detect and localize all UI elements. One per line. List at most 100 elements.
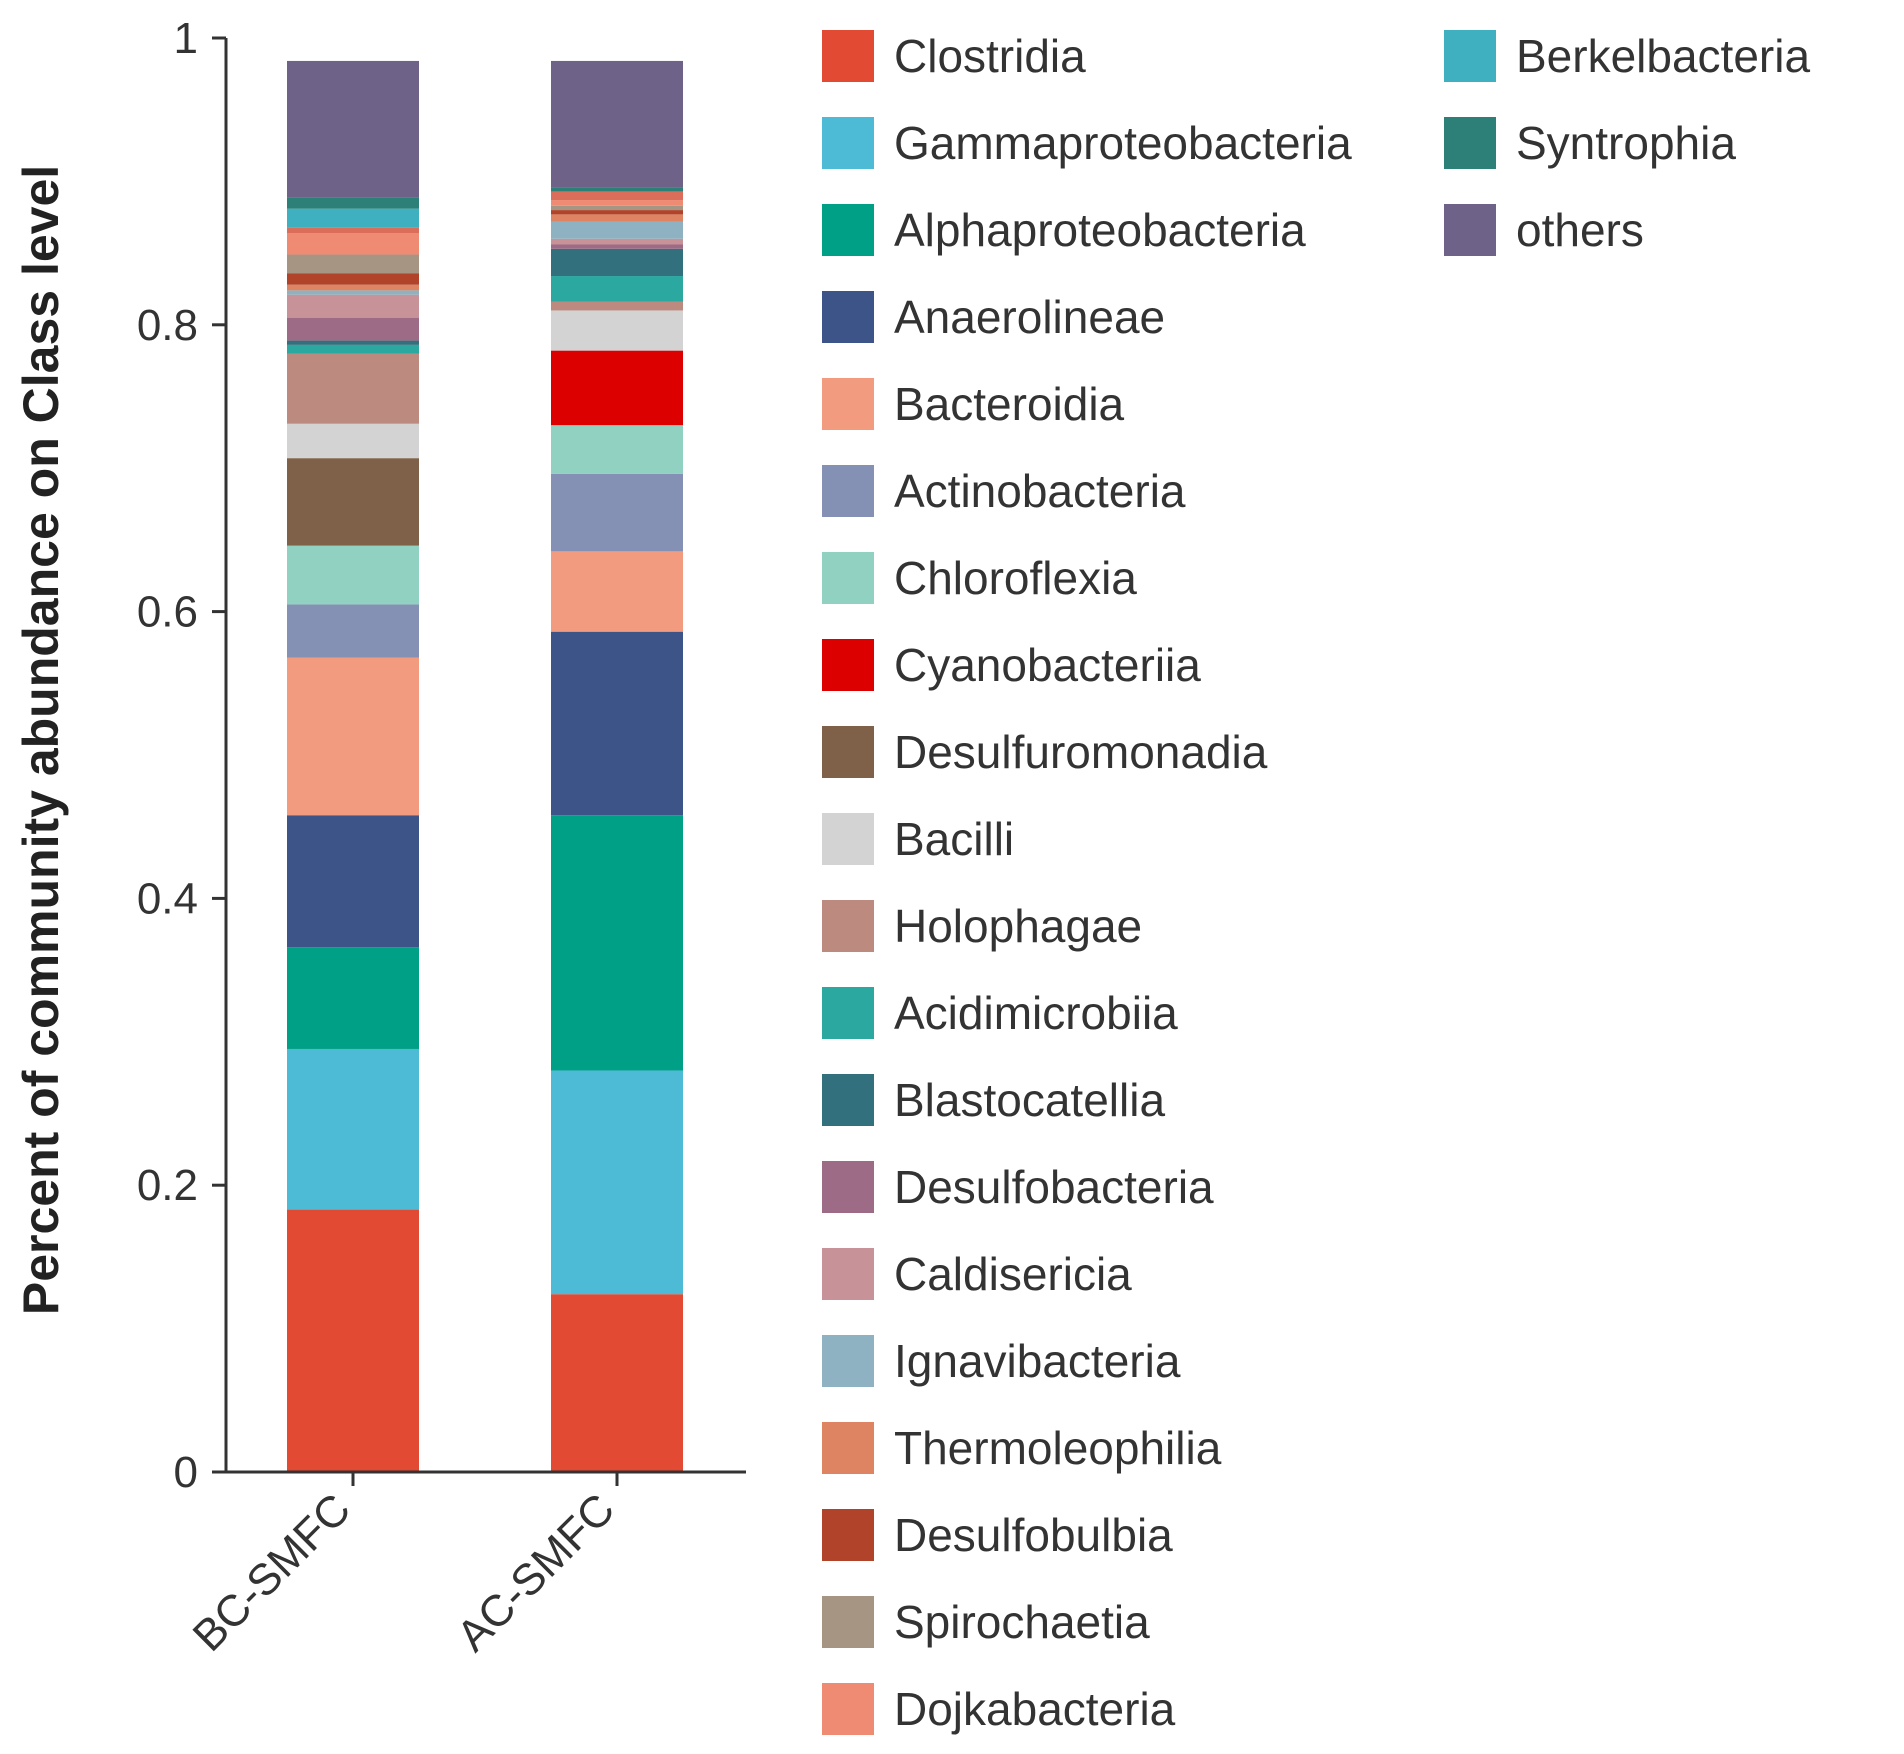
bar-segment-ac-smfc-caldisericia bbox=[551, 238, 683, 245]
bar-segment-ac-smfc-dojkabacteria bbox=[551, 200, 683, 206]
bar-segment-ac-smfc-syntrophia bbox=[551, 187, 683, 192]
legend-swatch-spirochaetia bbox=[822, 1596, 874, 1648]
bar-segment-bc-smfc-berkelbacteria bbox=[287, 208, 419, 228]
legend-swatch-actinobacteria bbox=[822, 465, 874, 517]
legend-swatch-dojkabacteria bbox=[822, 1683, 874, 1735]
bar-segment-bc-smfc-thermoleophilia bbox=[287, 284, 419, 291]
bar-segment-bc-smfc-desulfobulbia bbox=[287, 273, 419, 285]
bar-segment-ac-smfc-bacilli bbox=[551, 310, 683, 351]
legend-swatch-desulfobacteria bbox=[822, 1161, 874, 1213]
y-tick-label: 0.8 bbox=[137, 301, 198, 350]
bar-segment-bc-smfc-syntrophia bbox=[287, 197, 419, 209]
legend-label-chloroflexia: Chloroflexia bbox=[894, 552, 1137, 604]
bar-segment-ac-smfc-gammaproteobacteria bbox=[551, 1070, 683, 1295]
legend-label-gammaproteobacteria: Gammaproteobacteria bbox=[894, 117, 1352, 169]
bar-segment-bc-smfc-bacilli bbox=[287, 423, 419, 459]
legend-label-dojkabacteria: Dojkabacteria bbox=[894, 1683, 1176, 1735]
bar-segment-ac-smfc-thermoleophilia bbox=[551, 214, 683, 222]
legend-label-clostridia: Clostridia bbox=[894, 30, 1086, 82]
bar-segment-ac-smfc-alphaproteobacteria bbox=[551, 815, 683, 1071]
y-tick-label: 0.6 bbox=[137, 588, 198, 637]
bar-segment-bc-smfc-clostridia bbox=[287, 1209, 419, 1472]
bar-segment-bc-smfc-ignavibacteria bbox=[287, 290, 419, 295]
legend-swatch-holophagae bbox=[822, 900, 874, 952]
legend-label-holophagae: Holophagae bbox=[894, 900, 1142, 952]
legend-label-syntrophia: Syntrophia bbox=[1516, 117, 1736, 169]
bar-segment-bc-smfc-others bbox=[287, 60, 419, 198]
x-tick-label: AC-SMFC bbox=[448, 1484, 624, 1660]
bar-segment-ac-smfc-blastocatellia bbox=[551, 248, 683, 277]
bar-segment-ac-smfc-desulfobulbia bbox=[551, 210, 683, 215]
bar-segment-bc-smfc-gammaproteobacteria bbox=[287, 1048, 419, 1210]
bars bbox=[287, 60, 683, 1472]
bar-segment-ac-smfc-ignavibacteria bbox=[551, 221, 683, 239]
legend-label-alphaproteobacteria: Alphaproteobacteria bbox=[894, 204, 1306, 256]
bar-segment-bc-smfc-anaerolineae bbox=[287, 815, 419, 948]
legend-swatch-cyanobacteriia bbox=[822, 639, 874, 691]
legend-swatch-thermoleophilia bbox=[822, 1422, 874, 1474]
bar-segment-bc-smfc-spirochaetia bbox=[287, 254, 419, 274]
legend-swatch-gammaproteobacteria bbox=[822, 117, 874, 169]
bar-segment-bc-smfc-vicinamibacteria bbox=[287, 227, 419, 234]
bar-segment-ac-smfc-others bbox=[551, 60, 683, 188]
bar-segment-bc-smfc-acidimicrobiia bbox=[287, 344, 419, 354]
legend-swatch-others bbox=[1444, 204, 1496, 256]
bar-segment-ac-smfc-bacteroidia bbox=[551, 551, 683, 632]
legend-swatch-bacilli bbox=[822, 813, 874, 865]
legend-swatch-desulfuromonadia bbox=[822, 726, 874, 778]
legend-swatch-blastocatellia bbox=[822, 1074, 874, 1126]
bar-segment-ac-smfc-desulfobacteria bbox=[551, 244, 683, 249]
legend-label-berkelbacteria: Berkelbacteria bbox=[1516, 30, 1810, 82]
legend: Clostridia Gammaproteobacteria Alphaproteo… bbox=[822, 30, 1810, 1735]
bar-segment-ac-smfc-acidimicrobiia bbox=[551, 276, 683, 302]
bar-segment-ac-smfc-cyanobacteriia bbox=[551, 350, 683, 426]
legend-swatch-anaerolineae bbox=[822, 291, 874, 343]
legend-label-others: others bbox=[1516, 204, 1644, 256]
legend-label-actinobacteria: Actinobacteria bbox=[894, 465, 1186, 517]
bar-segment-bc-smfc-dojkabacteria bbox=[287, 233, 419, 255]
legend-swatch-bacteroidia bbox=[822, 378, 874, 430]
bar-segment-ac-smfc-spirochaetia bbox=[551, 205, 683, 211]
y-axis-label: Percent of community abundance on Class … bbox=[13, 165, 69, 1315]
legend-swatch-desulfobulbia bbox=[822, 1509, 874, 1561]
bar-segment-bc-smfc-bacteroidia bbox=[287, 657, 419, 816]
bar-segment-bc-smfc-desulfuromonadia bbox=[287, 458, 419, 546]
legend-swatch-alphaproteobacteria bbox=[822, 204, 874, 256]
bar-segment-bc-smfc-desulfobacteria bbox=[287, 317, 419, 341]
y-tick-label: 0 bbox=[174, 1448, 198, 1497]
x-tick-label: BC-SMFC bbox=[184, 1484, 360, 1660]
legend-label-ignavibacteria: Ignavibacteria bbox=[894, 1335, 1181, 1387]
legend-label-anaerolineae: Anaerolineae bbox=[894, 291, 1165, 343]
y-axis: 0 0.2 0.4 0.6 0.8 1 bbox=[137, 14, 228, 1497]
legend-label-bacteroidia: Bacteroidia bbox=[894, 378, 1125, 430]
y-tick-label: 0.4 bbox=[137, 874, 198, 923]
bar-segment-ac-smfc-holophagae bbox=[551, 301, 683, 311]
bar-segment-bc-smfc-blastocatellia bbox=[287, 340, 419, 345]
bar-segment-bc-smfc-holophagae bbox=[287, 353, 419, 424]
legend-label-thermoleophilia: Thermoleophilia bbox=[894, 1422, 1222, 1474]
legend-label-cyanobacteriia: Cyanobacteriia bbox=[894, 639, 1201, 691]
legend-swatch-acidimicrobiia bbox=[822, 987, 874, 1039]
legend-label-bacilli: Bacilli bbox=[894, 813, 1014, 865]
bar-segment-ac-smfc-chloroflexia bbox=[551, 425, 683, 474]
legend-label-caldisericia: Caldisericia bbox=[894, 1248, 1132, 1300]
legend-label-desulfobulbia: Desulfobulbia bbox=[894, 1509, 1173, 1561]
legend-swatch-caldisericia bbox=[822, 1248, 874, 1300]
legend-swatch-berkelbacteria bbox=[1444, 30, 1496, 82]
bar-segment-ac-smfc-anaerolineae bbox=[551, 631, 683, 816]
bar-segment-bc-smfc-alphaproteobacteria bbox=[287, 947, 419, 1049]
legend-swatch-syntrophia bbox=[1444, 117, 1496, 169]
legend-label-blastocatellia: Blastocatellia bbox=[894, 1074, 1165, 1126]
bar-segment-bc-smfc-chloroflexia bbox=[287, 545, 419, 605]
legend-label-desulfobacteria: Desulfobacteria bbox=[894, 1161, 1214, 1213]
bar-segment-bc-smfc-caldisericia bbox=[287, 294, 419, 318]
legend-label-spirochaetia: Spirochaetia bbox=[894, 1596, 1150, 1648]
bar-segment-bc-smfc-actinobacteria bbox=[287, 604, 419, 658]
bar-segment-ac-smfc-vicinamibacteria bbox=[551, 191, 683, 201]
bar-segment-ac-smfc-actinobacteria bbox=[551, 473, 683, 552]
x-axis: BC-SMFC AC-SMFC bbox=[184, 1470, 746, 1661]
legend-swatch-chloroflexia bbox=[822, 552, 874, 604]
legend-label-desulfuromonadia: Desulfuromonadia bbox=[894, 726, 1268, 778]
y-tick-label: 0.2 bbox=[137, 1161, 198, 1210]
legend-swatch-clostridia bbox=[822, 30, 874, 82]
